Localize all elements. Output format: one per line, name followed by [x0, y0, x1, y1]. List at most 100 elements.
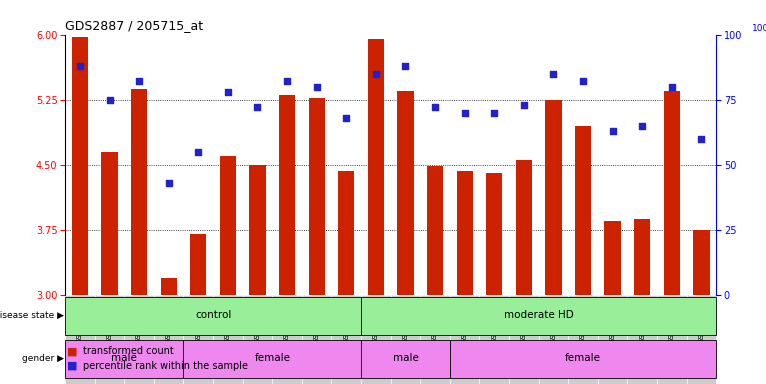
Bar	[338, 171, 355, 295]
Bar	[627, 295, 657, 384]
Bar	[272, 295, 302, 384]
Bar	[101, 152, 118, 295]
Text: GSM217770: GSM217770	[343, 300, 349, 343]
Text: GSM217778: GSM217778	[551, 300, 556, 343]
Bar	[65, 340, 184, 378]
Bar	[450, 295, 480, 384]
Text: GSM217772: GSM217772	[106, 300, 113, 343]
Bar	[361, 340, 450, 378]
Text: GSM217769: GSM217769	[313, 300, 319, 343]
Bar	[184, 295, 213, 384]
Point	[74, 63, 86, 69]
Bar	[72, 37, 88, 295]
Point	[666, 84, 678, 90]
Text: disease state ▶: disease state ▶	[0, 311, 64, 320]
Bar	[368, 39, 384, 295]
Point	[310, 84, 322, 90]
Bar	[124, 295, 154, 384]
Point	[162, 180, 175, 186]
Point	[696, 136, 708, 142]
Bar	[538, 295, 568, 384]
Bar	[634, 219, 650, 295]
Text: female: female	[254, 353, 290, 363]
Bar	[309, 98, 325, 295]
Point	[429, 104, 441, 111]
Bar	[131, 89, 147, 295]
Point	[488, 109, 500, 116]
Point	[547, 71, 559, 77]
Point	[103, 97, 116, 103]
Bar	[486, 174, 502, 295]
Bar	[361, 295, 391, 384]
Bar	[95, 295, 124, 384]
Bar	[361, 297, 716, 335]
Point	[370, 71, 382, 77]
Text: GSM217776: GSM217776	[491, 300, 497, 343]
Point	[192, 149, 205, 155]
Text: GSM217767: GSM217767	[254, 300, 260, 343]
Bar	[575, 126, 591, 295]
Point	[607, 128, 619, 134]
Bar	[457, 171, 473, 295]
Point	[459, 109, 471, 116]
Text: 100%: 100%	[752, 24, 766, 33]
Bar	[421, 295, 450, 384]
Point	[281, 78, 293, 84]
Point	[577, 78, 589, 84]
Point	[518, 102, 530, 108]
Text: GSM217786: GSM217786	[432, 300, 438, 343]
Text: control: control	[195, 310, 231, 320]
Text: GSM217781: GSM217781	[639, 300, 645, 343]
Text: male: male	[392, 353, 418, 363]
Text: GSM217787: GSM217787	[462, 300, 468, 343]
Text: GSM217785: GSM217785	[402, 300, 408, 343]
Bar	[279, 95, 295, 295]
Bar	[190, 234, 206, 295]
Bar	[686, 295, 716, 384]
Text: GSM217780: GSM217780	[610, 300, 616, 343]
Text: GSM217779: GSM217779	[580, 300, 586, 343]
Bar	[597, 295, 627, 384]
Bar	[161, 278, 177, 295]
Text: percentile rank within the sample: percentile rank within the sample	[83, 361, 248, 371]
Bar	[243, 295, 272, 384]
Bar	[332, 295, 361, 384]
Text: moderate HD: moderate HD	[504, 310, 574, 320]
Bar	[693, 230, 709, 295]
Point	[399, 63, 411, 69]
Text: gender ▶: gender ▶	[21, 354, 64, 362]
Text: GSM217774: GSM217774	[165, 300, 172, 343]
Bar	[663, 91, 680, 295]
Text: ■: ■	[67, 361, 77, 371]
Bar	[568, 295, 597, 384]
Text: GSM217773: GSM217773	[136, 300, 142, 343]
Bar	[65, 295, 95, 384]
Text: GSM217775: GSM217775	[195, 300, 201, 343]
Text: male: male	[111, 353, 137, 363]
Point	[340, 115, 352, 121]
Text: GSM217782: GSM217782	[669, 300, 675, 343]
Text: GSM217783: GSM217783	[699, 300, 705, 343]
Bar	[250, 165, 266, 295]
Bar	[184, 340, 361, 378]
Point	[251, 104, 264, 111]
Text: GSM217777: GSM217777	[521, 300, 527, 343]
Text: GDS2887 / 205715_at: GDS2887 / 205715_at	[65, 19, 203, 32]
Text: GSM217768: GSM217768	[284, 300, 290, 343]
Text: ■: ■	[67, 346, 77, 356]
Text: female: female	[565, 353, 601, 363]
Bar	[516, 161, 532, 295]
Text: GSM217771: GSM217771	[77, 300, 83, 343]
Bar	[450, 340, 716, 378]
Bar	[213, 295, 243, 384]
Bar	[657, 295, 686, 384]
Bar	[545, 100, 561, 295]
Bar	[398, 91, 414, 295]
Bar	[509, 295, 538, 384]
Bar	[391, 295, 421, 384]
Text: transformed count: transformed count	[83, 346, 174, 356]
Bar	[154, 295, 184, 384]
Bar	[427, 167, 444, 295]
Bar	[480, 295, 509, 384]
Bar	[65, 297, 361, 335]
